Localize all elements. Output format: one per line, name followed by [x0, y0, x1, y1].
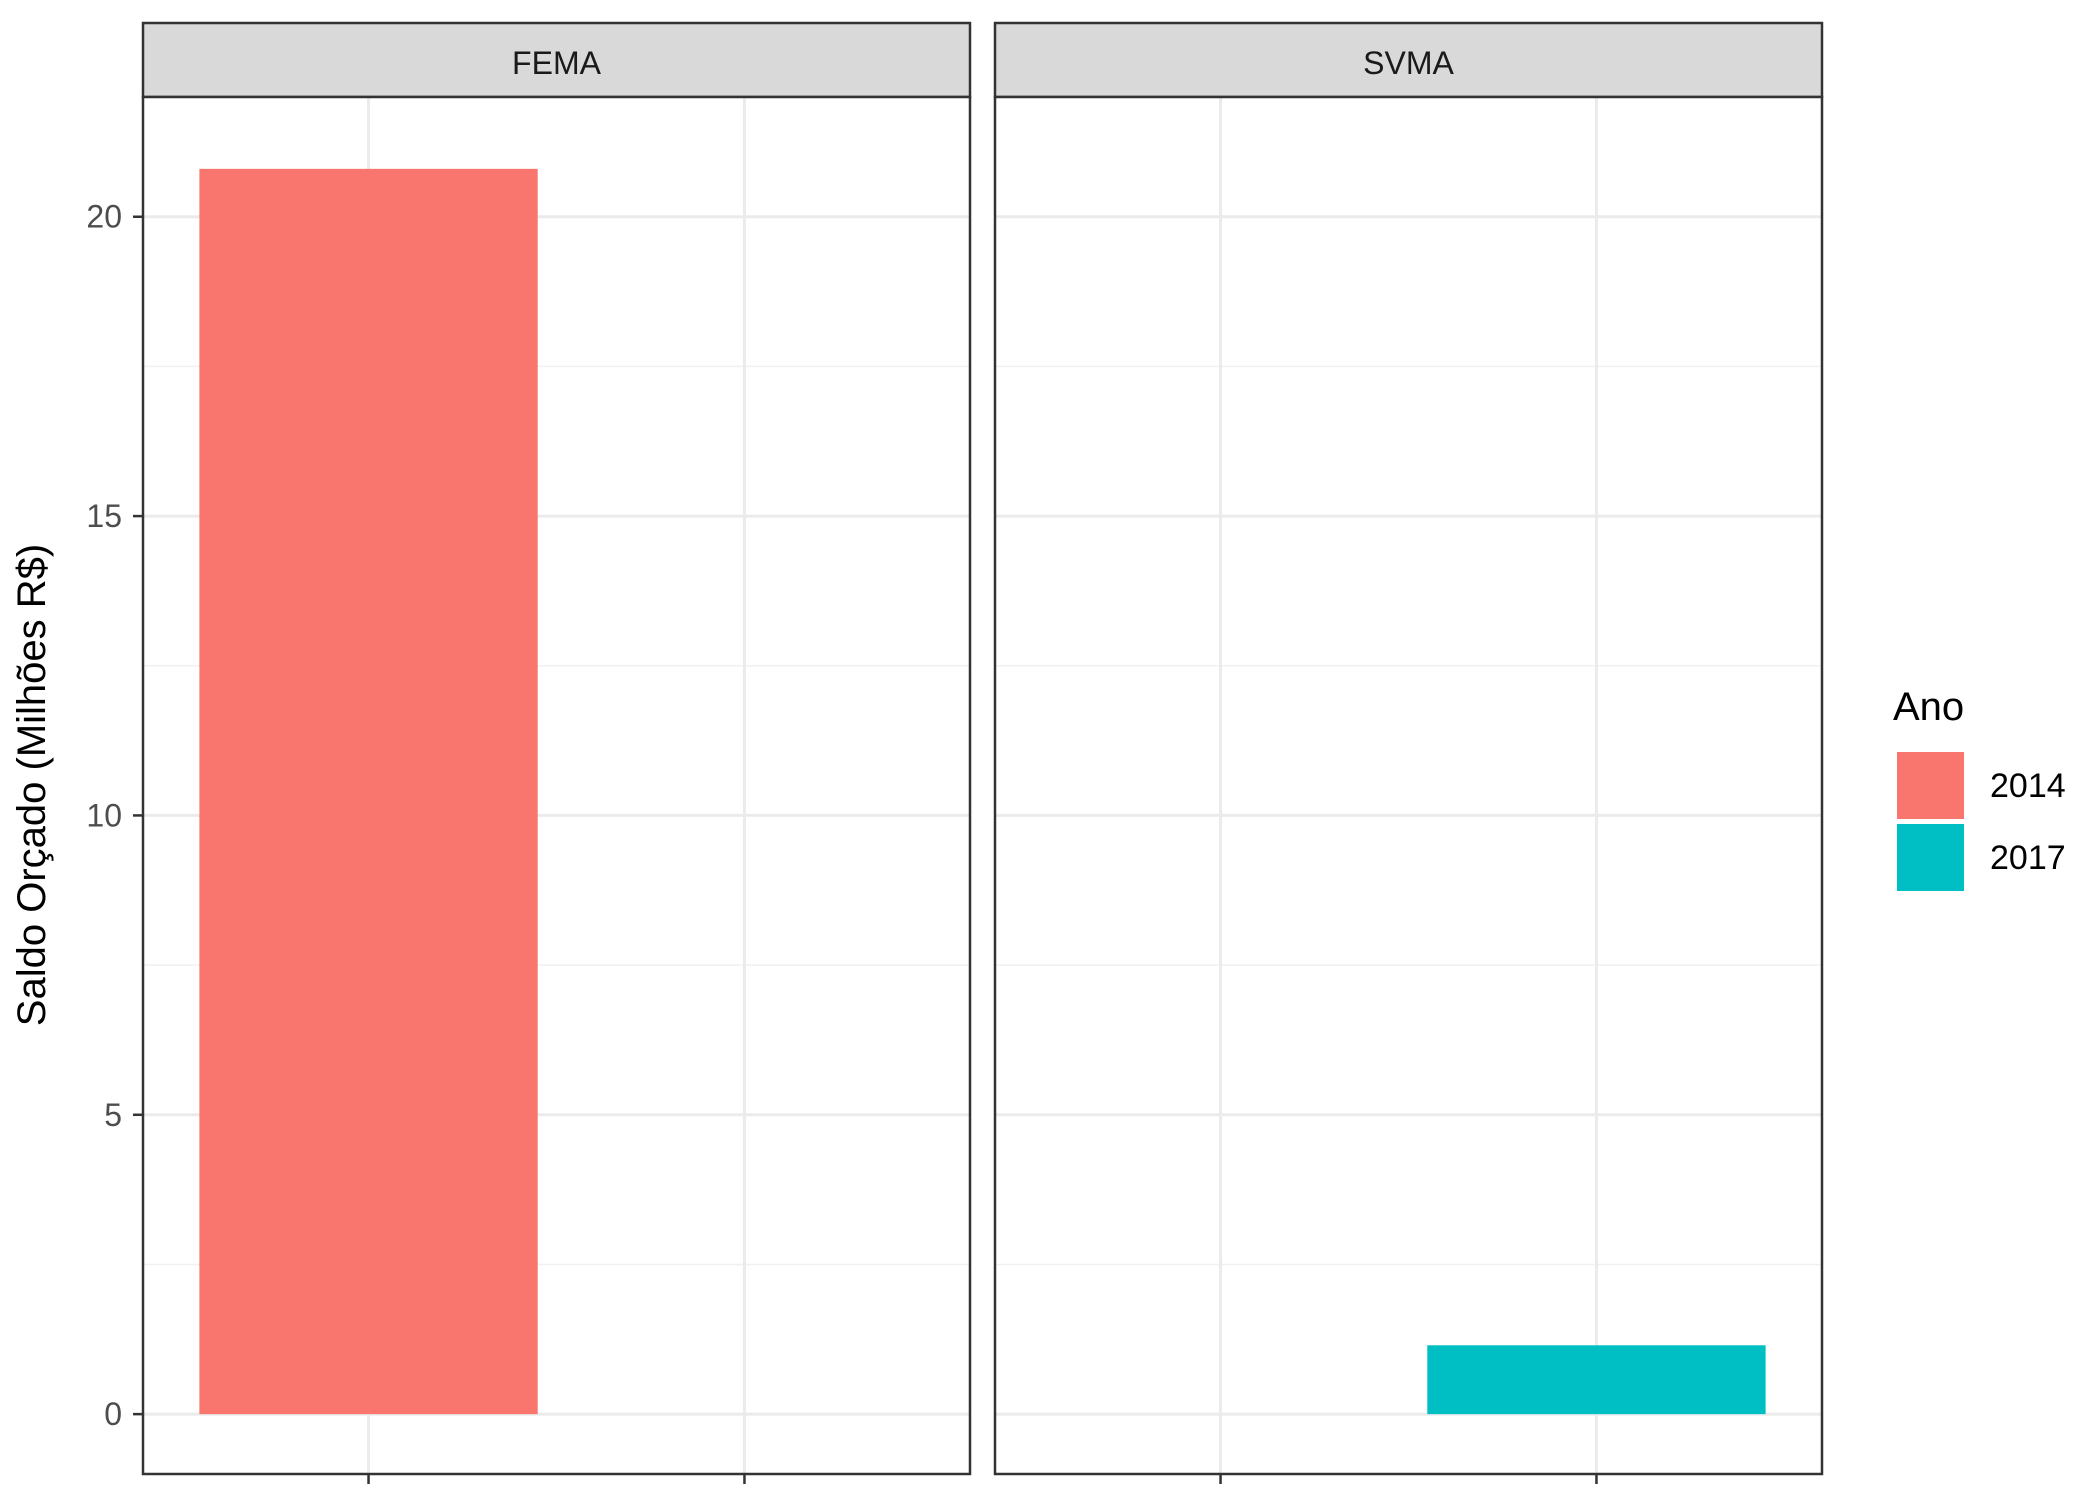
y-axis-title: Saldo Orçado (Milhões R$)	[10, 544, 54, 1026]
bars-fema	[199, 168, 538, 1415]
legend-label-2017: 2017	[1990, 839, 2066, 877]
x-ticks-fema	[367, 1474, 746, 1484]
bar-svma-2017	[1427, 1345, 1766, 1415]
grid-svma	[995, 97, 1822, 1474]
legend-key-2014	[1897, 752, 1964, 819]
legend-title: Ano	[1893, 685, 1964, 729]
facet-panel-fema: FEMA	[141, 21, 972, 1484]
y-tick-label: 5	[104, 1097, 122, 1133]
facet-strip-svma	[993, 21, 1824, 99]
facet-panel-svma: SVMA	[993, 21, 1824, 1484]
legend-key-2017	[1897, 824, 1964, 891]
facet-label-fema: FEMA	[512, 45, 602, 81]
y-tick-label: 10	[86, 797, 122, 833]
bar-fema-2014	[199, 168, 538, 1415]
x-ticks-svma	[1219, 1474, 1598, 1484]
bars-svma	[1427, 1345, 1766, 1415]
panel-border-fema	[141, 95, 972, 1476]
legend: Ano 2014 2017	[1893, 685, 2066, 891]
legend-label-2014: 2014	[1990, 767, 2066, 805]
y-tick-label: 0	[104, 1396, 122, 1432]
facet-strip-fema	[141, 21, 972, 99]
panel-border-svma	[993, 95, 1824, 1476]
y-tick-label: 20	[86, 199, 122, 235]
y-axis: 0 5 10 15 20	[86, 199, 143, 1432]
facet-label-svma: SVMA	[1363, 45, 1454, 81]
plot-panel-svma	[995, 97, 1822, 1474]
y-tick-label: 15	[86, 498, 122, 534]
